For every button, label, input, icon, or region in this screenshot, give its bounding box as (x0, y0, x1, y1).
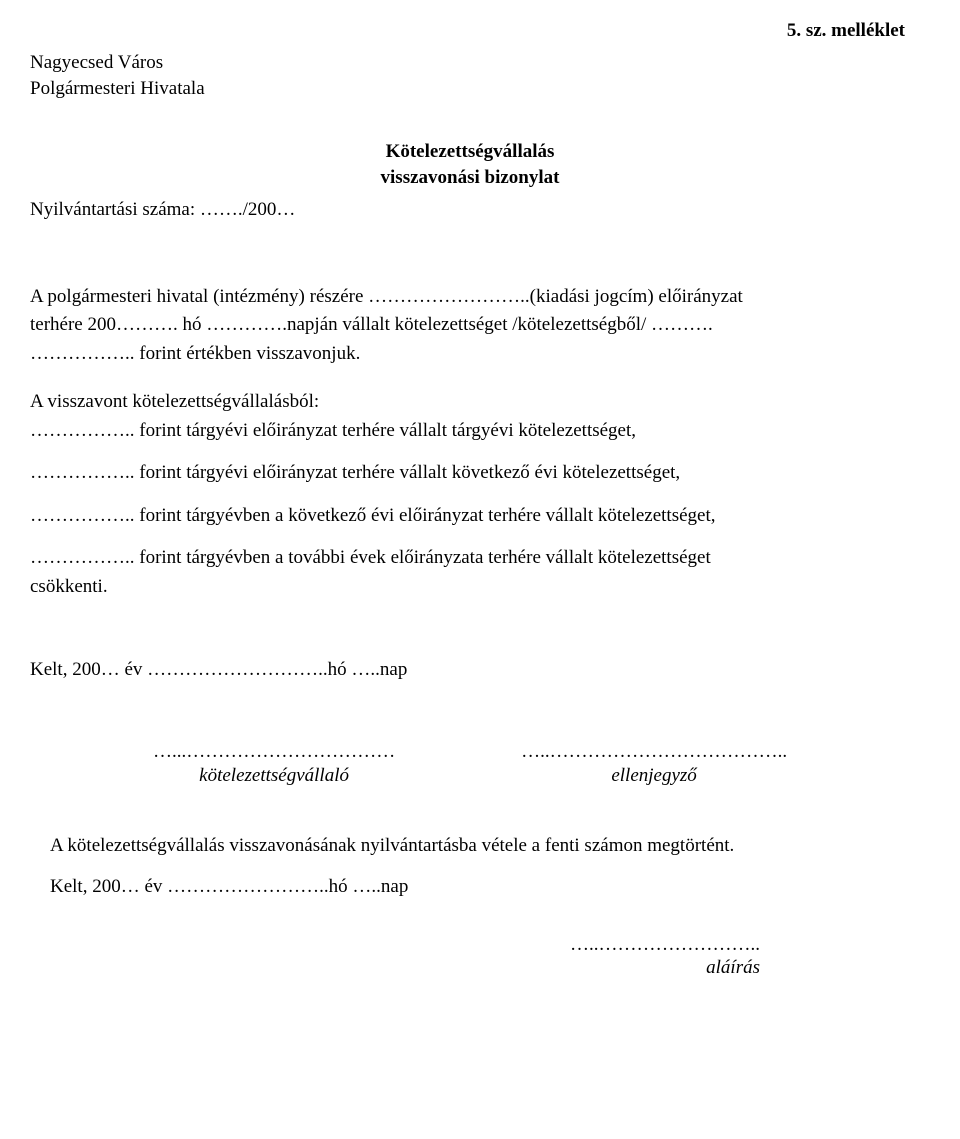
sig-left-label: kötelezettségvállaló (153, 764, 395, 789)
title-line-1: Kötelezettségvállalás (30, 139, 910, 165)
para1-line1: A polgármesteri hivatal (intézmény) rész… (30, 283, 910, 312)
para1-line2: terhére 200………. hó ………….napján vállalt k… (30, 311, 910, 340)
date-line-2: Kelt, 200… év ……………………..hó …..nap (50, 872, 910, 901)
para2-line4a: …………….. forint tárgyévben a további évek… (30, 544, 910, 573)
alairas-label: aláírás (30, 957, 760, 980)
para2-line2: …………….. forint tárgyévi előirányzat terh… (30, 459, 910, 488)
paragraph-2: A visszavont kötelezettségvállalásból: …… (30, 388, 910, 601)
organization-block: Nagyecsed Város Polgármesteri Hivatala (30, 50, 910, 101)
signature-row: …...…………………………… kötelezettségvállaló …..… (30, 740, 910, 789)
sig-right-dots: …..……………………………….. (521, 740, 787, 765)
para2-line4b: csökkenti. (30, 573, 910, 602)
para2-line1: …………….. forint tárgyévi előirányzat terh… (30, 417, 910, 446)
date-line-1: Kelt, 200… év ………………………..hó …..nap (30, 656, 910, 685)
sig-left-dots: …...…………………………… (153, 740, 395, 765)
org-line-1: Nagyecsed Város (30, 50, 910, 76)
para2-intro: A visszavont kötelezettségvállalásból: (30, 388, 910, 417)
document-title: Kötelezettségvállalás visszavonási bizon… (30, 139, 910, 190)
registration-number: Nyilvántartási száma: ……./200… (30, 199, 910, 221)
sig-right-label: ellenjegyző (521, 764, 787, 789)
signature-right: …..……………………………….. ellenjegyző (521, 740, 787, 789)
signature-bottom: …..…………………….. aláírás (30, 934, 910, 980)
para1-line3: …………….. forint értékben visszavonjuk. (30, 340, 910, 369)
title-line-2: visszavonási bizonylat (30, 165, 910, 191)
confirmation-text: A kötelezettségvállalás visszavonásának … (50, 831, 910, 860)
attachment-label: 5. sz. melléklet (30, 20, 910, 42)
confirmation-block: A kötelezettségvállalás visszavonásának … (30, 831, 910, 902)
org-line-2: Polgármesteri Hivatala (30, 76, 910, 102)
paragraph-1: A polgármesteri hivatal (intézmény) rész… (30, 283, 910, 369)
para2-line3: …………….. forint tárgyévben a következő év… (30, 502, 910, 531)
signature-left: …...…………………………… kötelezettségvállaló (153, 740, 395, 789)
alairas-dots: …..…………………….. (30, 934, 760, 957)
